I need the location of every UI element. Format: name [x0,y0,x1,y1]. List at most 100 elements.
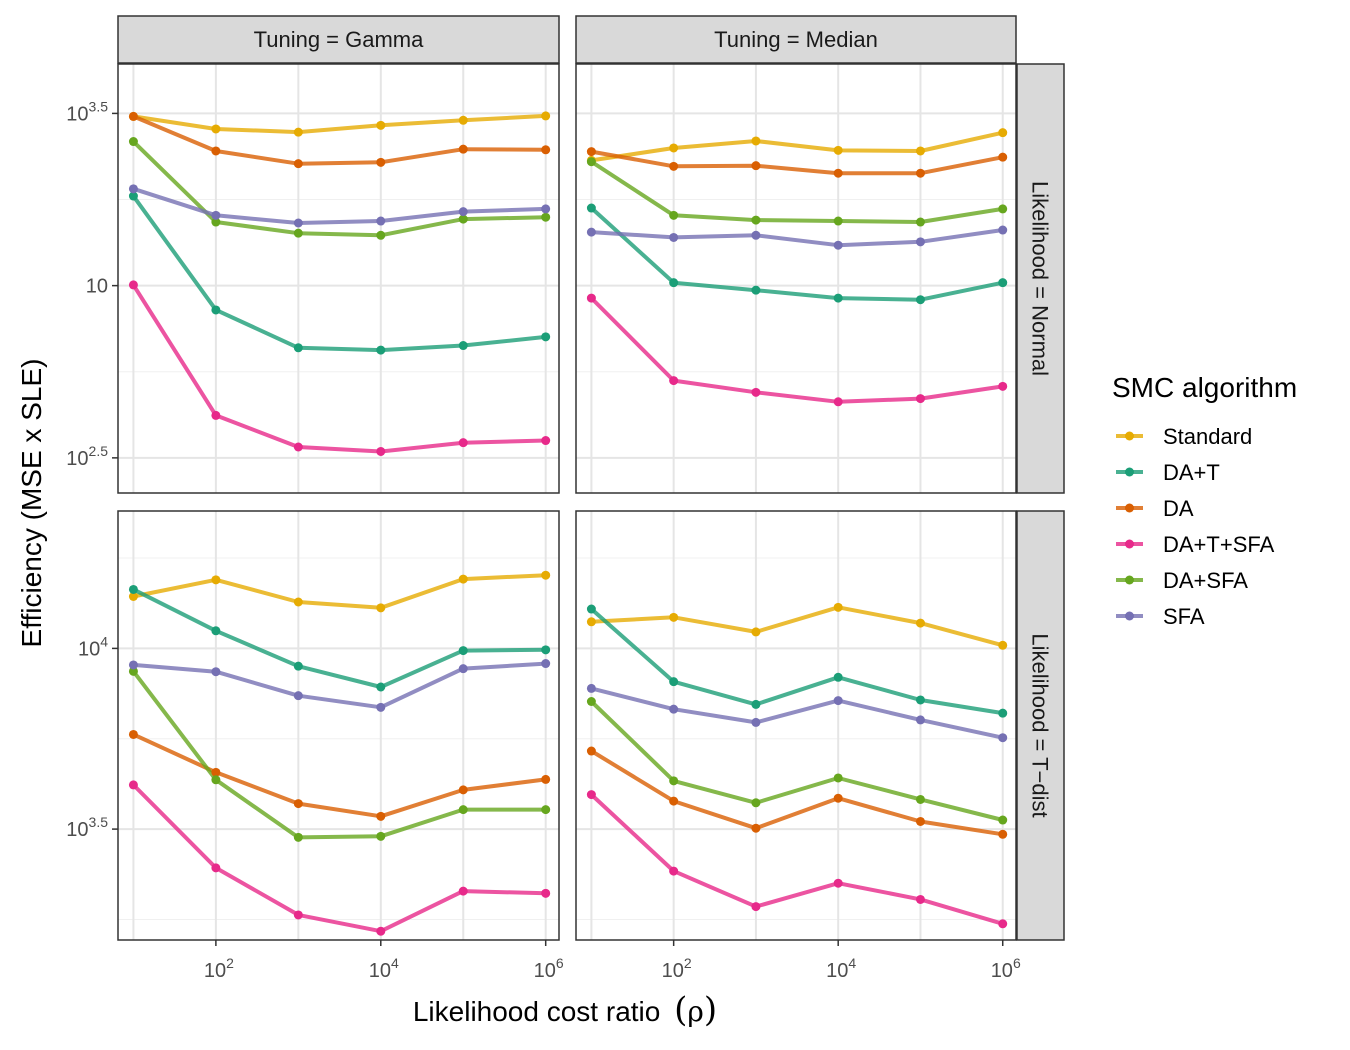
point-da [293,159,303,169]
point-da-t-sfa [998,919,1008,929]
y-tick-label: 10 [86,276,108,298]
point-standard [751,136,761,146]
panel-tuning-gamma-likelihood-normal [117,63,560,494]
point-standard [211,124,221,134]
point-da-t-sfa [669,866,679,876]
point-da [376,811,386,821]
point-da-t-sfa [376,446,386,456]
point-da [833,793,843,803]
point-da [669,796,679,806]
point-sfa [751,717,761,727]
y-tick-label: 103.5 [66,814,108,841]
point-sfa [998,225,1008,235]
series-line-sfa [590,686,1004,740]
panel-border [117,63,560,494]
series-line-da-t [590,607,1004,716]
legend-key-point [1125,431,1134,441]
point-standard [541,111,551,121]
y-tick-label: 104 [78,633,108,660]
point-sfa [541,659,551,669]
panel-border [117,510,560,941]
x-axis-title-paren-close: ) [704,990,717,1030]
point-da [293,799,303,809]
x-tick-label: 106 [991,955,1021,982]
point-da [128,111,138,121]
point-da [998,829,1008,839]
point-standard [586,617,596,627]
point-da-sfa [669,210,679,220]
point-da [751,161,761,171]
point-da-sfa [586,696,596,706]
series-line-sfa [132,186,546,225]
x-tick-label: 102 [204,955,234,982]
series-line-da-sfa [590,160,1004,224]
point-standard [458,115,468,125]
point-da-t [833,672,843,682]
x-axis-title: Likelihood cost ratio (ρ) [413,990,717,1030]
point-da-t-sfa [586,790,596,800]
point-da-sfa [998,815,1008,825]
series-line-da [132,114,546,166]
point-da-sfa [128,666,138,676]
point-sfa [128,660,138,670]
point-sfa [833,240,843,250]
point-standard [998,128,1008,138]
strip-likelihood-normal: Likelihood = Normal [1016,63,1065,494]
legend-key-point [1125,503,1134,513]
series-line-da [590,749,1004,837]
series-line-da-sfa [131,670,546,840]
point-da-t [669,677,679,687]
x-axis-title-symbol: ρ [687,995,703,1028]
point-da-t-sfa [751,387,761,397]
point-da-t [128,584,138,594]
point-standard [833,145,843,155]
point-standard [211,575,221,585]
legend: SMC algorithm Standard DA+T DA DA+T+SFA DA+S… [1112,372,1297,629]
point-da-t-sfa [998,381,1008,391]
point-da-t-sfa [211,863,221,873]
point-sfa [458,207,468,217]
point-da [669,161,679,171]
point-da-t [458,341,468,351]
point-standard [915,618,925,628]
y-tick-label: 103.5 [66,98,108,125]
series-line-da-sfa [132,140,546,238]
point-da-sfa [998,204,1008,214]
series-line-sfa [133,661,546,710]
panel-tuning-median-likelihood-normal [575,63,1017,494]
point-da-t-sfa [915,894,925,904]
strip-label: Likelihood = T−dist [1028,633,1053,817]
series-line-da-t [132,587,546,689]
point-da-t-sfa [915,394,925,404]
legend-item-da-t-sfa: DA+T+SFA [1116,532,1275,557]
panel-background [576,64,1016,493]
point-da-sfa [211,775,221,785]
strip-tuning-gamma: Tuning = Gamma [117,15,560,64]
point-da-t [541,645,551,655]
point-da-sfa [915,217,925,227]
x-tick-label: 102 [662,955,692,982]
strip-label: Tuning = Median [714,27,878,52]
point-da-sfa [541,212,551,222]
point-da-t-sfa [669,376,679,386]
strip-label: Tuning = Gamma [254,27,425,52]
point-sfa [458,664,468,674]
series-line-da-t-sfa [590,793,1004,926]
point-sfa [541,204,551,214]
x-axis-title-paren-open: ( [674,990,687,1030]
point-da-t-sfa [586,293,596,303]
legend-item-da-sfa: DA+SFA [1116,568,1248,593]
series-line-sfa [591,228,1003,248]
strips-layer: Tuning = Gamma Tuning = Median Likelihood … [117,15,1065,941]
legend-label: SFA [1163,604,1205,629]
point-sfa [669,232,679,242]
point-da-sfa [458,214,468,224]
point-standard [293,127,303,137]
point-da-t [211,305,221,315]
point-sfa [998,733,1008,743]
y-axis-title: Efficiency (MSE x SLE) [16,359,47,648]
legend-key-point [1125,575,1134,585]
point-da-t-sfa [541,888,551,898]
point-sfa [293,691,303,701]
